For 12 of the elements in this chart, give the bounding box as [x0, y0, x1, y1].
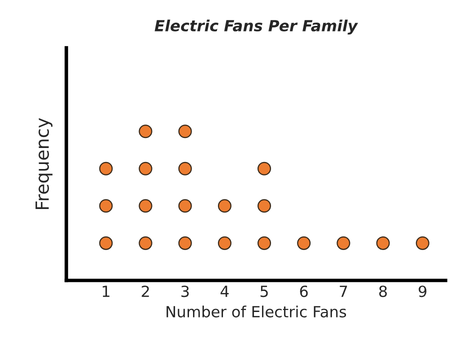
x-tick-label: 5	[260, 286, 268, 298]
x-tick-label: 4	[220, 286, 229, 297]
x-tick-label: 2	[142, 286, 149, 297]
x-tick-label: 6	[300, 286, 308, 298]
x-tick-label: 7	[340, 286, 347, 297]
y-axis-title: Frequency	[36, 118, 52, 210]
x-tick-label: 9	[418, 286, 426, 298]
chart-title: Electric Fans Per Family	[154, 20, 358, 35]
x-tick-label: 1	[102, 286, 110, 297]
x-tick-label: 3	[181, 286, 189, 298]
x-axis-title: Number of Electric Fans	[166, 306, 346, 318]
x-tick-label: 8	[379, 286, 387, 298]
